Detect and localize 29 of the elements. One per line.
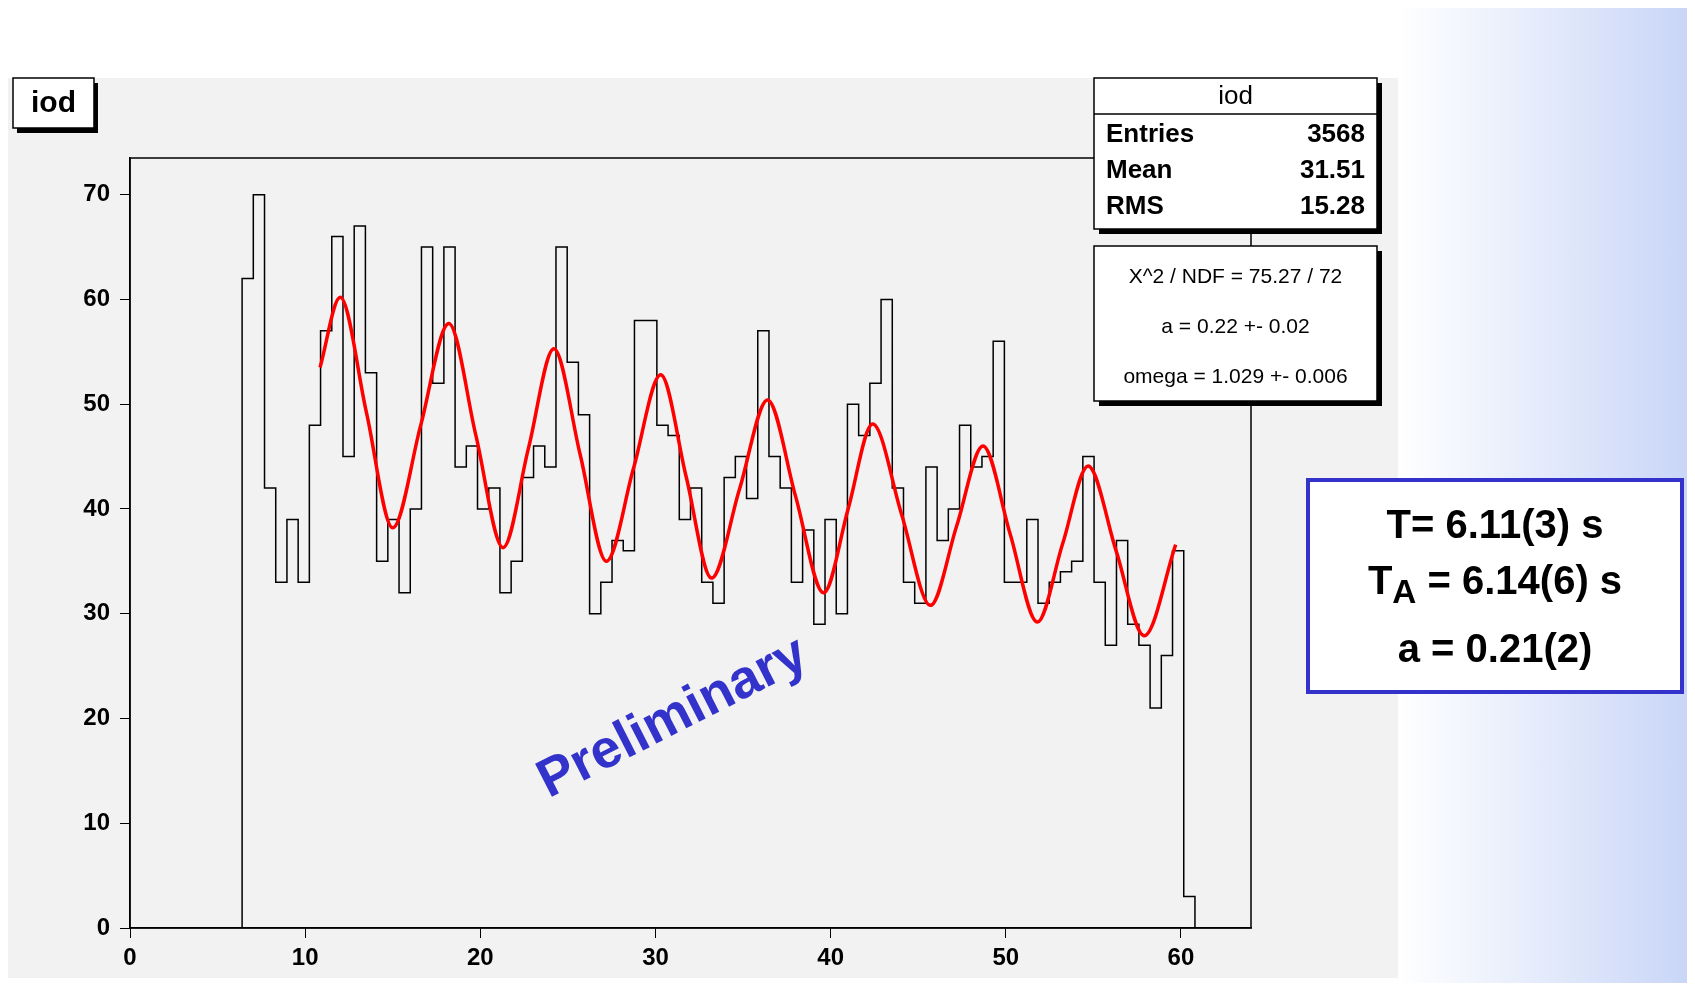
text: iod — [1218, 80, 1253, 111]
text: T= 6.11(3) s — [1385, 501, 1605, 548]
annotation: omega = 1.029 +- 0.006 — [1123, 363, 1348, 387]
x-tick-label: 0 — [123, 943, 137, 971]
text: 31.51 — [1299, 154, 1365, 185]
x-tick-label: 40 — [817, 943, 844, 971]
y-tick-label: 70 — [83, 179, 110, 207]
text: a = 0.21(2) — [1396, 625, 1594, 672]
annotation: a = 0.22 +- 0.02 — [1161, 313, 1310, 337]
x-tick-label: 20 — [466, 943, 494, 971]
y-tick-label: 0 — [96, 912, 110, 940]
y-tick-label: 40 — [83, 493, 110, 521]
x-tick-label: 10 — [291, 943, 319, 971]
y-tick-label: 20 — [83, 703, 110, 731]
chart-title: iod — [30, 85, 76, 119]
text: 15.28 — [1299, 190, 1365, 221]
x-tick-label: 60 — [1167, 943, 1195, 971]
y-tick-label: 10 — [83, 807, 110, 835]
text: T$_{A}$ = 6.14(6) s — [1366, 557, 1624, 612]
annotation: RMS — [1106, 190, 1164, 221]
annotation: X^2 / NDF = 75.27 / 72 — [1128, 263, 1343, 287]
text: Entries — [1106, 118, 1195, 149]
x-tick-label: 50 — [992, 943, 1020, 971]
y-tick-label: 50 — [83, 388, 110, 416]
text: 3568 — [1307, 118, 1365, 149]
y-tick-label: 30 — [83, 598, 110, 626]
x-tick-label: 30 — [642, 943, 669, 971]
annotation: Mean — [1106, 154, 1173, 185]
y-tick-label: 60 — [83, 284, 110, 312]
